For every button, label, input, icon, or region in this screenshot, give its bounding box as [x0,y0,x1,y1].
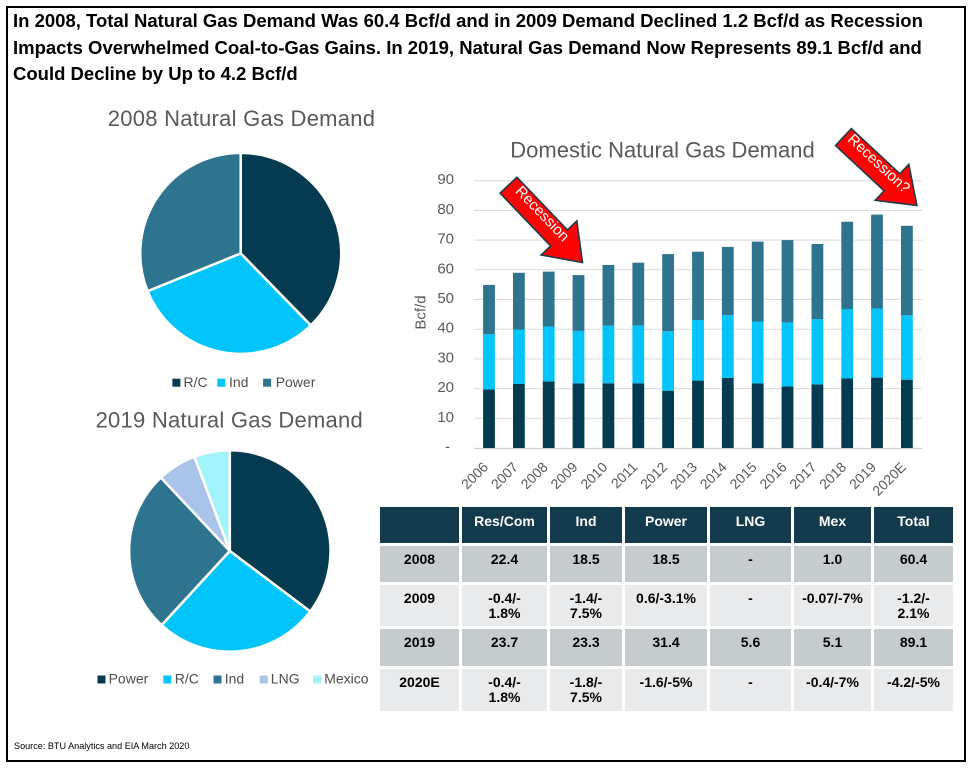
svg-text:90: 90 [437,171,454,188]
svg-text:2016: 2016 [756,459,789,492]
svg-text:2007: 2007 [488,459,521,492]
svg-text:2017: 2017 [786,459,819,492]
svg-text:Power: Power [276,374,316,390]
svg-text:2013: 2013 [667,459,700,492]
svg-text:2010: 2010 [577,459,610,492]
svg-text:2006: 2006 [458,459,491,492]
svg-text:10: 10 [437,409,454,426]
svg-text:Ind: Ind [229,374,248,390]
svg-text:2015: 2015 [726,459,759,492]
svg-text:R/C: R/C [175,671,199,687]
svg-text:2009: 2009 [547,459,580,492]
svg-text:2018: 2018 [816,459,849,492]
svg-text:70: 70 [437,231,454,248]
svg-text:Bcf/d: Bcf/d [413,295,430,329]
svg-text:2008 Natural Gas Demand: 2008 Natural Gas Demand [108,106,375,131]
svg-text:20: 20 [437,379,454,396]
svg-text:30: 30 [437,349,454,366]
svg-text:-: - [445,439,450,456]
svg-text:LNG: LNG [271,671,300,687]
svg-text:Mexico: Mexico [324,671,369,687]
svg-text:40: 40 [437,320,454,337]
svg-text:50: 50 [437,290,454,307]
svg-text:2008: 2008 [517,459,550,492]
svg-text:Power: Power [109,671,149,687]
svg-text:2012: 2012 [637,459,670,492]
svg-text:2019 Natural Gas Demand: 2019 Natural Gas Demand [96,408,363,433]
svg-text:R/C: R/C [184,374,208,390]
svg-text:2020E: 2020E [869,459,909,499]
svg-text:80: 80 [437,201,454,218]
svg-text:Ind: Ind [225,671,244,687]
svg-text:2011: 2011 [608,459,641,492]
svg-text:2014: 2014 [697,459,730,492]
svg-text:60: 60 [437,260,454,277]
svg-text:Domestic Natural Gas Demand: Domestic Natural Gas Demand [510,138,814,163]
